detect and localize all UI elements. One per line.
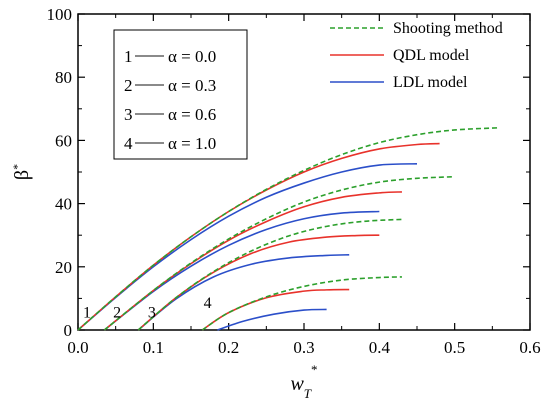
x-tick-label: 0.6 [519,338,540,357]
alpha-legend-number: 2 [124,76,133,95]
alpha-legend-number: 3 [124,105,133,124]
alpha-legend-text: α = 0.6 [168,105,216,124]
alpha-legend-number: 4 [124,134,133,153]
curve-number-label: 1 [83,304,91,321]
series-group [77,126,500,331]
curve-number-label: 4 [204,295,212,312]
y-tick-label: 100 [47,5,73,24]
x-tick-label: 0.1 [143,338,164,357]
series-line-ldl-model-1 [77,162,418,331]
alpha-legend-box: 1 α = 0.0 2 α = 0.3 3 α = 0.6 4 α = 1.0 [113,29,248,160]
x-tick-label: 0.2 [218,338,239,357]
alpha-legend-frame [113,29,248,160]
series-line-ldl-model-2 [103,210,380,331]
y-axis-label: β* [10,164,33,180]
y-tick-label: 0 [64,321,73,340]
method-legend: Shooting method QDL model LDL model [330,20,503,91]
series-line-qdl-model-3 [137,234,380,331]
x-axis-label-sup: * [311,362,318,377]
alpha-legend-number: 1 [124,47,133,66]
legend-label-shooting-method: Shooting method [393,20,503,37]
series-line-qdl-model-2 [103,191,402,331]
series-line-qdl-model-4 [201,288,350,331]
axis-tick-labels: 0.0 0.1 0.2 0.3 0.4 0.5 0.6 0 20 40 60 80 100 [47,5,541,357]
x-tick-label: 0.4 [369,338,391,357]
alpha-legend-entries: 1 α = 0.0 2 α = 0.3 3 α = 0.6 4 α = 1.0 [124,47,216,153]
alpha-legend-text: α = 0.3 [168,76,216,95]
y-tick-label: 80 [55,68,72,87]
series-line-qdl-model-1 [77,142,440,331]
legend-label-qdl-model: QDL model [393,47,470,64]
y-tick-label: 40 [55,195,72,214]
x-axis-label: wT* [290,362,317,401]
series-line-shooting-method-3 [137,218,402,331]
y-tick-label: 60 [55,131,72,150]
alpha-legend-text: α = 1.0 [168,134,216,153]
x-tick-label: 0.5 [444,338,465,357]
legend-label-ldl-model: LDL model [393,74,468,91]
series-line-ldl-model-3 [137,253,350,331]
alpha-legend-text: α = 0.0 [168,47,216,66]
curve-number-label: 2 [113,304,121,321]
axis-ticks [77,13,531,331]
y-tick-label: 20 [55,258,72,277]
series-line-shooting-method-2 [103,175,455,331]
series-line-ldl-model-4 [217,308,327,331]
series-line-shooting-method-4 [201,276,402,331]
y-axis-label-sup: * [10,164,24,170]
curve-number-label: 3 [148,304,156,321]
series-line-shooting-method-1 [77,126,500,331]
x-tick-label: 0.0 [67,338,88,357]
x-tick-label: 0.3 [293,338,314,357]
x-axis-label-sub: T [304,386,312,401]
curve-labels: 1 2 3 4 [83,295,212,321]
